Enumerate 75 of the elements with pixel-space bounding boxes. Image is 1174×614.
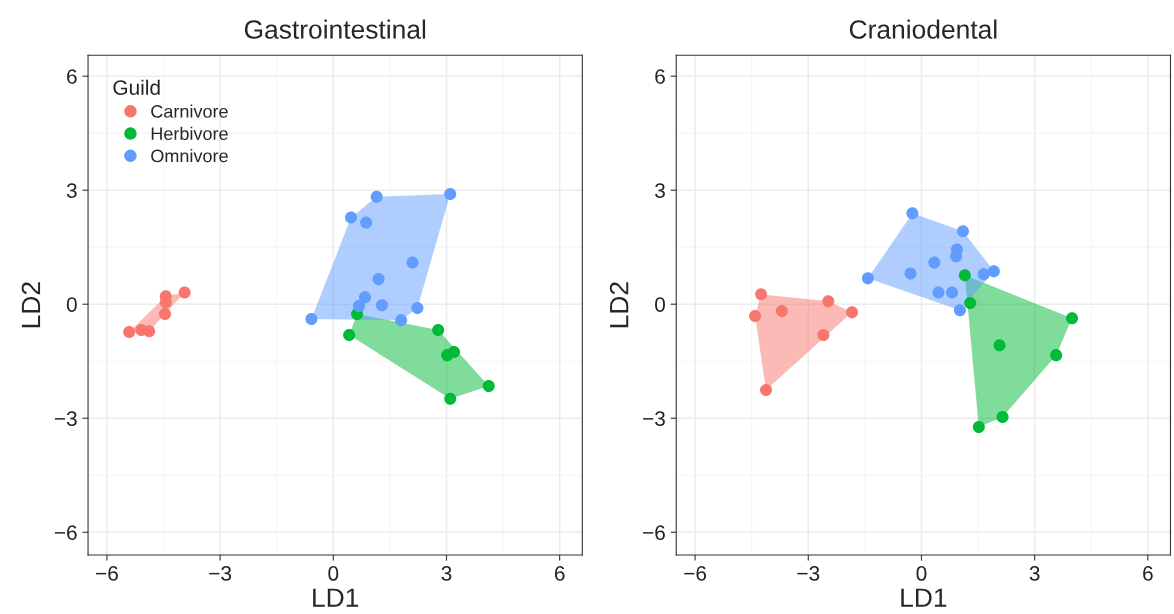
x-tick-label: 3	[1029, 566, 1040, 581]
y-tick-label: 3	[655, 183, 665, 198]
y-axis-title: LD2	[609, 282, 629, 328]
point	[432, 324, 445, 337]
y-tick-label: 0	[66, 297, 77, 312]
point	[448, 346, 461, 359]
point	[749, 309, 762, 322]
point	[932, 286, 945, 299]
point	[987, 265, 1000, 278]
point	[996, 411, 1009, 424]
point	[345, 211, 358, 224]
point	[977, 268, 990, 281]
point	[946, 286, 959, 299]
x-axis-title: LD1	[901, 588, 947, 607]
point	[143, 325, 156, 338]
point	[906, 207, 919, 220]
legend-label: Herbivore	[151, 126, 228, 141]
point	[352, 300, 365, 313]
point	[370, 190, 383, 203]
x-tick-label: −6	[96, 566, 118, 581]
legend-title: Guild	[113, 79, 160, 95]
x-tick-label: 3	[441, 566, 452, 581]
y-tick-label: 0	[655, 297, 665, 312]
legend-label: Omnivore	[151, 149, 228, 163]
x-tick-label: −6	[684, 566, 707, 581]
legend-label: Carnivore	[151, 104, 228, 118]
point	[993, 339, 1006, 352]
point	[360, 216, 373, 229]
y-axis-title: LD2	[21, 282, 41, 328]
point	[928, 256, 941, 269]
point	[1065, 312, 1079, 325]
y-tick-label: −3	[54, 411, 77, 426]
point	[406, 256, 419, 269]
point	[958, 269, 971, 282]
point	[178, 286, 191, 299]
x-tick-label: 0	[328, 566, 339, 581]
x-tick-label: 6	[1143, 566, 1153, 581]
point	[482, 379, 495, 392]
y-tick-label: 6	[655, 69, 665, 84]
point	[760, 384, 773, 397]
point	[956, 225, 969, 238]
point	[123, 325, 136, 338]
point	[861, 272, 874, 285]
point	[846, 306, 859, 319]
y-tick-label: −6	[643, 525, 665, 541]
point	[972, 420, 985, 433]
point	[755, 288, 768, 301]
x-axis-title: LD1	[313, 588, 359, 607]
point	[343, 328, 356, 342]
point	[444, 392, 457, 405]
chart-title: Craniodental	[849, 19, 997, 39]
x-tick-label: −3	[209, 566, 232, 581]
x-tick-label: 6	[554, 566, 565, 581]
point	[358, 291, 371, 304]
point	[1050, 349, 1063, 362]
point	[305, 313, 318, 326]
y-tick-label: −3	[643, 411, 665, 426]
point	[159, 308, 172, 321]
chart-title: Gastrointestinal	[244, 19, 426, 39]
point	[372, 273, 385, 286]
x-tick-label: −3	[797, 566, 820, 581]
point	[375, 299, 388, 312]
y-tick-label: 6	[67, 69, 77, 84]
point	[822, 295, 835, 308]
point	[775, 305, 788, 318]
point	[411, 301, 424, 315]
point	[964, 297, 977, 310]
point	[444, 187, 457, 200]
point	[953, 304, 966, 317]
point	[817, 328, 830, 342]
point	[904, 267, 917, 280]
y-tick-label: 3	[66, 183, 77, 198]
point	[395, 314, 408, 327]
y-tick-label: −6	[54, 525, 77, 541]
x-tick-label: 0	[916, 566, 927, 581]
